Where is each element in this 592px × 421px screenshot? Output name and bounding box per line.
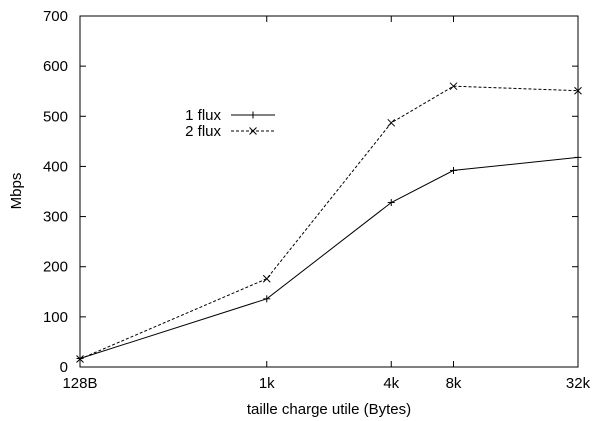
- legend-label: 1 flux: [185, 107, 221, 124]
- y-tick-label: 100: [43, 309, 68, 326]
- data-point-series-2: [387, 118, 396, 127]
- x-tick-label: 1k: [259, 375, 275, 392]
- y-tick-label: 200: [43, 259, 68, 276]
- legend-marker: [249, 127, 257, 135]
- y-tick-label: 600: [43, 58, 68, 75]
- data-point-series-2: [574, 86, 582, 95]
- data-point-series-2: [449, 82, 458, 91]
- x-axis: 128B 1k 4k 8k 32k: [62, 16, 591, 392]
- legend-label: 2 flux: [185, 123, 221, 140]
- y-tick-label: 500: [43, 108, 68, 125]
- x-tick-label: 128B: [62, 375, 97, 392]
- x-tick-label: 8k: [446, 375, 462, 392]
- series-line-1: [79, 156, 579, 359]
- plot-frame: [79, 15, 579, 368]
- y-axis-label: Mbps: [8, 173, 25, 210]
- series-line-2: [79, 85, 579, 360]
- y-tick-label: 0: [60, 359, 68, 376]
- x-axis-label: taille charge utile (Bytes): [247, 401, 411, 418]
- y-tick-label: 700: [43, 8, 68, 25]
- x-tick-label: 32k: [566, 375, 591, 392]
- y-tick-label: 300: [43, 209, 68, 226]
- y-axis: 0 100 200 300 400 500 600 700: [43, 8, 578, 376]
- data-point-series-2: [76, 355, 84, 363]
- y-tick-label: 400: [43, 158, 68, 175]
- x-tick-label: 4k: [383, 375, 399, 392]
- data-point-series-2: [262, 274, 271, 283]
- series-layer: [76, 82, 582, 363]
